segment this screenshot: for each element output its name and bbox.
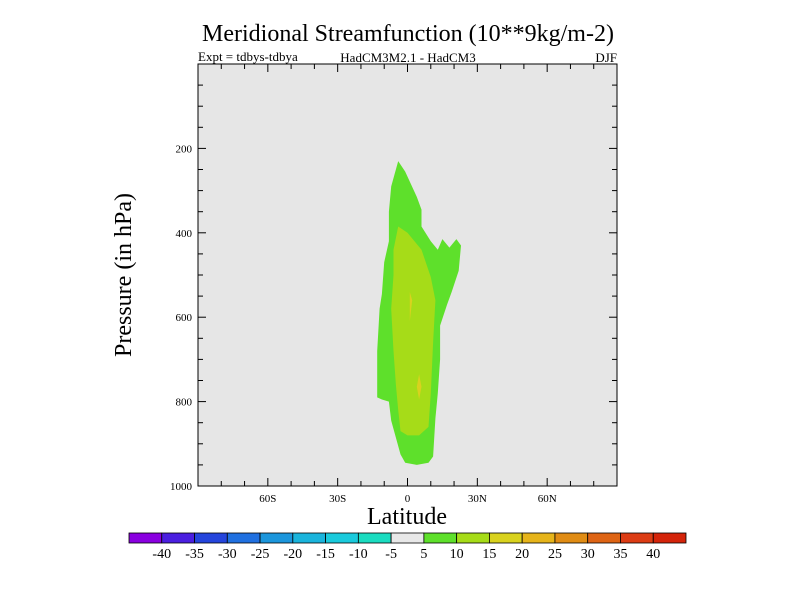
colorbar-swatch bbox=[161, 532, 195, 544]
colorbar-label: -35 bbox=[185, 547, 204, 562]
colorbar-label: -10 bbox=[349, 547, 368, 562]
x-tick-label: 60N bbox=[538, 493, 557, 505]
colorbar-swatch bbox=[390, 532, 425, 544]
colorbar-label: 35 bbox=[613, 547, 627, 562]
y-tick-label: 400 bbox=[176, 228, 193, 240]
colorbar-label: 30 bbox=[581, 547, 595, 562]
colorbar-swatch bbox=[325, 532, 359, 544]
y-axis-label: Pressure (in hPa) bbox=[111, 193, 137, 357]
colorbar-swatch bbox=[292, 532, 326, 544]
colorbar-label: 10 bbox=[450, 547, 464, 562]
colorbar-label: -40 bbox=[152, 547, 171, 562]
colorbar-swatch bbox=[489, 532, 523, 544]
experiment-label: Expt = tdbys-tdbya bbox=[198, 49, 298, 64]
y-tick-label: 200 bbox=[176, 143, 193, 155]
x-tick-label: 0 bbox=[405, 493, 411, 505]
y-tick-label: 1000 bbox=[170, 481, 193, 493]
colorbar-label: 5 bbox=[420, 547, 427, 562]
colorbar-swatch bbox=[128, 532, 163, 544]
colorbar-label: -5 bbox=[385, 547, 397, 562]
colorbar-swatch bbox=[423, 532, 458, 544]
season-label: DJF bbox=[595, 50, 617, 65]
colorbar-swatch bbox=[194, 532, 228, 544]
colorbar-swatch bbox=[521, 532, 556, 544]
contour-region-1 bbox=[391, 226, 436, 436]
colorbar-swatch bbox=[587, 532, 621, 544]
contour-regions bbox=[377, 161, 461, 465]
colorbar-label: 20 bbox=[515, 547, 529, 562]
colorbar-swatch bbox=[259, 532, 294, 544]
colorbar-swatch bbox=[652, 532, 687, 544]
colorbar-label: -30 bbox=[218, 547, 237, 562]
colorbar-swatch bbox=[456, 532, 490, 544]
colorbar: -40 -35 -30 -25 -20 -15 -10 -5 5 10 15 20 25 30 35 40 bbox=[128, 532, 687, 562]
x-axis-label: Latitude bbox=[367, 504, 447, 530]
contour-region-2 bbox=[409, 291, 413, 322]
contour-region-3 bbox=[416, 374, 422, 400]
colorbar-label: -15 bbox=[316, 547, 335, 562]
colorbar-swatch bbox=[357, 532, 392, 544]
axes: 200 400 600 800 1000 60S 30S 0 30N 60N bbox=[170, 64, 617, 505]
colorbar-label: 25 bbox=[548, 547, 562, 562]
x-tick-label: 30N bbox=[468, 493, 487, 505]
colorbar-swatch bbox=[620, 532, 654, 544]
model-comparison-label: HadCM3M2.1 - HadCM3 bbox=[340, 50, 475, 65]
colorbar-label: -25 bbox=[251, 547, 270, 562]
colorbar-swatch bbox=[226, 532, 261, 544]
colorbar-swatch bbox=[554, 532, 589, 544]
colorbar-label: 15 bbox=[482, 547, 496, 562]
x-tick-label: 60S bbox=[259, 493, 276, 505]
x-tick-label: 30S bbox=[329, 493, 346, 505]
y-tick-label: 800 bbox=[176, 397, 193, 409]
colorbar-label: -20 bbox=[283, 547, 302, 562]
chart-title: Meridional Streamfunction (10**9kg/m-2) bbox=[202, 21, 614, 47]
y-tick-label: 600 bbox=[176, 312, 193, 324]
colorbar-label: 40 bbox=[646, 547, 660, 562]
